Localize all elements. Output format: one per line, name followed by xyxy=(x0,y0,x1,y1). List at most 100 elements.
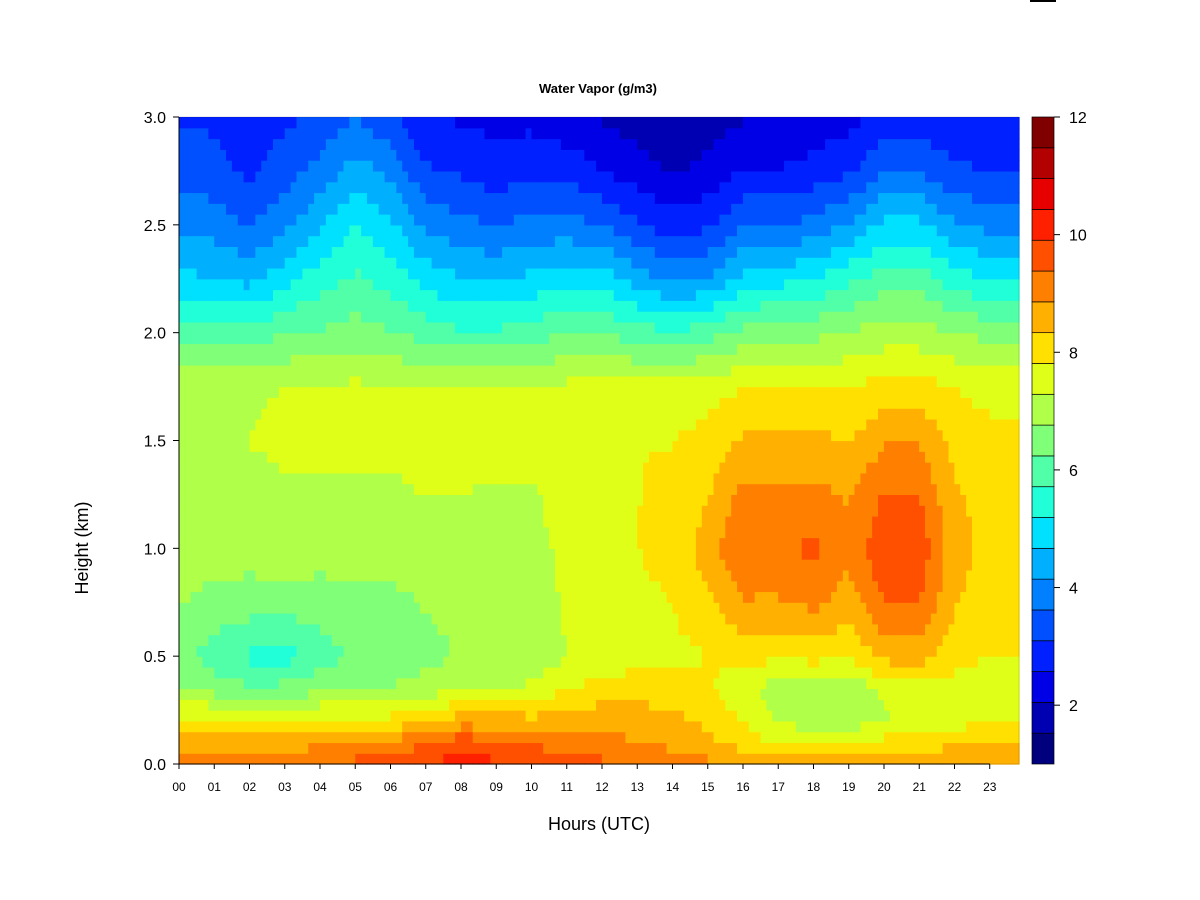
heatmap-cell xyxy=(590,343,597,355)
heatmap-cell xyxy=(607,117,615,129)
heatmap-cell xyxy=(372,138,380,150)
heatmap-cell xyxy=(613,257,621,269)
heatmap-cell xyxy=(596,526,603,539)
heatmap-cell xyxy=(519,731,527,744)
heatmap-cell xyxy=(484,451,491,463)
heatmap-cell xyxy=(543,623,550,636)
heatmap-cell xyxy=(554,699,562,711)
heatmap-cell xyxy=(396,569,403,582)
heatmap-cell xyxy=(278,656,286,668)
heatmap-cell xyxy=(613,742,621,754)
heatmap-cell xyxy=(372,569,380,582)
heatmap-cell xyxy=(484,149,491,161)
heatmap-cell xyxy=(590,311,597,323)
heatmap-cell xyxy=(601,666,609,679)
heatmap-cell xyxy=(179,375,186,388)
heatmap-cell xyxy=(261,300,268,312)
heatmap-cell xyxy=(425,181,433,194)
heatmap-cell xyxy=(437,267,444,280)
heatmap-cell xyxy=(519,300,527,312)
heatmap-cell xyxy=(220,591,227,603)
heatmap-cell xyxy=(437,462,444,474)
heatmap-cell xyxy=(502,418,509,431)
heatmap-cell xyxy=(278,203,286,215)
heatmap-cell xyxy=(179,386,186,398)
heatmap-cell xyxy=(654,613,662,625)
heatmap-cell xyxy=(643,224,650,237)
heatmap-cell xyxy=(613,149,621,161)
heatmap-cell xyxy=(384,214,392,226)
heatmap-cell xyxy=(455,677,462,690)
heatmap-cell xyxy=(314,613,321,625)
heatmap-cell xyxy=(366,559,374,571)
heatmap-cell xyxy=(302,397,309,409)
heatmap-cell xyxy=(290,203,298,215)
heatmap-cell xyxy=(208,710,215,722)
heatmap-cell xyxy=(202,623,209,636)
heatmap-cell xyxy=(596,397,603,409)
heatmap-cell xyxy=(325,666,333,679)
heatmap-cell xyxy=(372,149,380,161)
heatmap-cell xyxy=(419,117,427,129)
heatmap-cell xyxy=(302,623,309,636)
heatmap-cell xyxy=(625,602,632,614)
heatmap-cell xyxy=(607,505,615,517)
heatmap-cell xyxy=(560,149,568,161)
heatmap-cell xyxy=(231,677,239,690)
heatmap-cell xyxy=(272,246,280,258)
heatmap-cell xyxy=(249,321,256,334)
heatmap-cell xyxy=(601,386,609,398)
heatmap-cell xyxy=(179,742,186,754)
heatmap-cell xyxy=(361,386,368,398)
heatmap-cell xyxy=(402,224,409,237)
heatmap-cell xyxy=(560,386,568,398)
heatmap-cell xyxy=(537,623,544,636)
heatmap-cell xyxy=(625,710,632,722)
heatmap-cell xyxy=(525,602,533,614)
heatmap-cell xyxy=(419,138,427,150)
heatmap-cell xyxy=(549,515,556,528)
heatmap-cell xyxy=(601,289,609,301)
heatmap-cell xyxy=(214,623,221,636)
heatmap-cell xyxy=(184,569,192,582)
heatmap-cell xyxy=(331,537,339,549)
heatmap-cell xyxy=(619,710,627,722)
heatmap-cell xyxy=(496,138,503,150)
heatmap-cell xyxy=(531,569,538,582)
heatmap-cell xyxy=(231,559,239,571)
heatmap-cell xyxy=(331,160,339,172)
heatmap-cell xyxy=(202,418,209,431)
heatmap-cell xyxy=(214,397,221,409)
heatmap-cell xyxy=(625,494,632,506)
heatmap-cell xyxy=(566,300,574,312)
heatmap-cell xyxy=(308,278,315,291)
heatmap-cell xyxy=(319,688,327,700)
heatmap-cell xyxy=(314,181,321,194)
heatmap-cell xyxy=(179,548,186,560)
heatmap-cell xyxy=(325,365,333,377)
heatmap-cell xyxy=(660,753,668,765)
heatmap-cell xyxy=(384,483,392,496)
heatmap-cell xyxy=(466,138,474,150)
heatmap-cell xyxy=(554,742,562,754)
heatmap-cell xyxy=(648,677,656,690)
heatmap-cell xyxy=(554,515,562,528)
heatmap-cell xyxy=(179,494,186,506)
heatmap-cell xyxy=(231,343,239,355)
heatmap-cell xyxy=(214,526,221,539)
heatmap-cell xyxy=(272,127,280,140)
heatmap-cell xyxy=(466,117,474,129)
heatmap-cell xyxy=(402,418,409,431)
heatmap-cell xyxy=(637,591,644,603)
heatmap-cell xyxy=(237,365,245,377)
heatmap-cell xyxy=(384,623,392,636)
heatmap-cell xyxy=(184,720,192,733)
heatmap-cell xyxy=(243,645,251,657)
heatmap-cell xyxy=(378,505,386,517)
heatmap-cell xyxy=(284,354,292,366)
heatmap-cell xyxy=(190,483,198,496)
heatmap-cell xyxy=(290,548,298,560)
heatmap-cell xyxy=(202,127,209,140)
heatmap-cell xyxy=(437,656,444,668)
heatmap-cell xyxy=(378,731,386,744)
